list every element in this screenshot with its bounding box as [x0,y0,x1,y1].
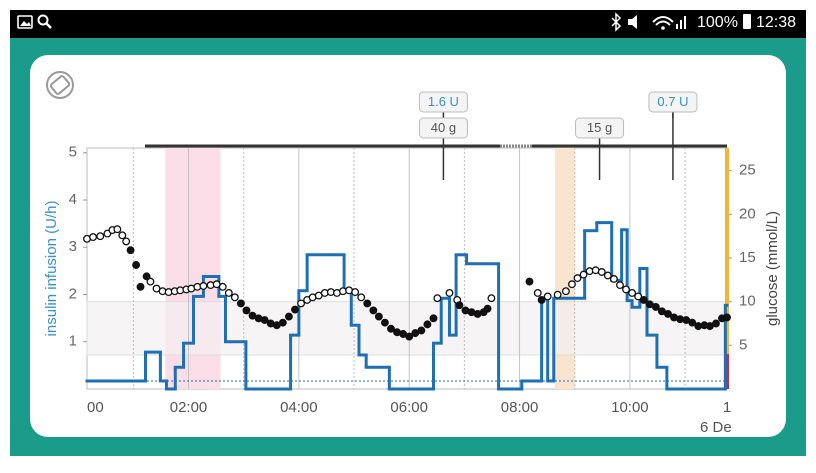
x-tick-label: 02:00 [170,399,208,416]
event-label: 0.7 U [657,94,688,109]
x-tick-label: 08:00 [501,399,539,416]
event-label: 15 g [587,120,612,135]
glucose-point [260,316,269,324]
event-box [418,91,468,113]
event-box [648,91,698,113]
status-bar [10,10,806,38]
glucose-point [297,299,306,308]
glucose-point [429,314,438,323]
rotate-icon [46,71,74,99]
range-strip [725,148,729,355]
glucose-point [278,318,287,327]
y-tick-label: 4 [69,191,77,208]
glucose-point [533,288,542,297]
glucose-point [417,326,426,335]
y2-tick-label: 15 [739,249,756,266]
y-tick-label: 5 [69,144,77,161]
x-tick-label: 04:00 [280,399,318,416]
glucose-point [357,293,366,302]
glucose-point [639,295,648,304]
glucose-point [126,246,135,255]
glucose-point [423,320,432,329]
glucose-point [132,261,141,269]
glucose-point [224,288,233,297]
glucose-point [712,319,720,328]
y2-tick-label: 25 [739,162,756,179]
glucose-point [351,288,360,297]
x-tick-label: 1 [723,399,731,416]
event-box [418,117,468,139]
y2-tick-label: 5 [739,336,747,353]
status-icons-right [611,12,751,32]
glucose-point [136,282,145,291]
glucose-point [537,295,546,304]
glucose-point [405,332,414,341]
glucose-point [634,292,643,301]
glucose-point [96,232,105,241]
range-strip [725,354,729,389]
glucose-point [380,318,389,327]
glucose-point [628,288,637,297]
x-tick-label: 06:00 [390,399,428,416]
x-tick-label: 00 [87,399,104,416]
chart: 00 02:00 04:00 06:00 08:00 10:00 1 6 De 1 2 3 4 5 5 10… [43,91,781,436]
glucose-point [230,293,239,302]
glucose-point [553,290,562,299]
glucose-point [433,294,442,303]
glucose-point [723,313,731,322]
glucose-point [113,225,122,234]
glucose-point [89,233,98,242]
glucose-point [374,312,383,321]
glucose-point [483,304,492,313]
glucose-point [597,268,606,276]
glucose-point [525,277,534,286]
glucose-point [363,299,372,308]
glucose-point [622,285,630,294]
event-box [575,117,625,139]
glucose-point [387,324,395,333]
status-icons-left [17,14,52,29]
glucose-point [651,302,660,311]
y-tick-label: 1 [69,333,77,350]
y2-tick-label: 10 [739,293,756,310]
y2-axis-label: glucose (mmol/L) [764,211,781,326]
glucose-point [487,294,496,303]
event-label: 1.6 U [428,94,459,109]
glucose-point [568,280,576,289]
y-tick-label: 2 [69,285,77,302]
glucose-point [242,306,251,315]
glucose-point [664,309,672,318]
glucose-point [543,292,552,301]
glucose-point [688,318,697,327]
x-tick-label: 10:00 [611,399,649,416]
glucose-point [455,301,464,310]
glucose-point [573,274,582,283]
glucose-point [445,288,454,297]
date-label: 6 De [700,419,732,436]
glucose-point [142,272,151,281]
glucose-point [118,231,127,240]
glucose-point [236,299,245,308]
glucose-point [146,277,155,286]
y2-tick-label: 20 [739,205,756,222]
battery-level: 100% [697,14,738,31]
glucose-point [369,306,378,315]
glucose-point [603,271,612,280]
y-axis-label: insulin infusion (U/h) [43,201,60,337]
glucose-point [616,281,624,290]
glucose-point [199,282,208,290]
glucose-point [218,282,227,291]
glucose-point [579,270,588,279]
event-label: 40 g [431,120,456,135]
glucose-point [609,275,618,283]
glucose-point [284,312,293,321]
glucose-point [122,237,131,246]
glucose-point [561,287,570,296]
glucose-point [291,305,299,314]
clock: 12:38 [756,14,796,31]
y-tick-label: 3 [69,238,77,255]
